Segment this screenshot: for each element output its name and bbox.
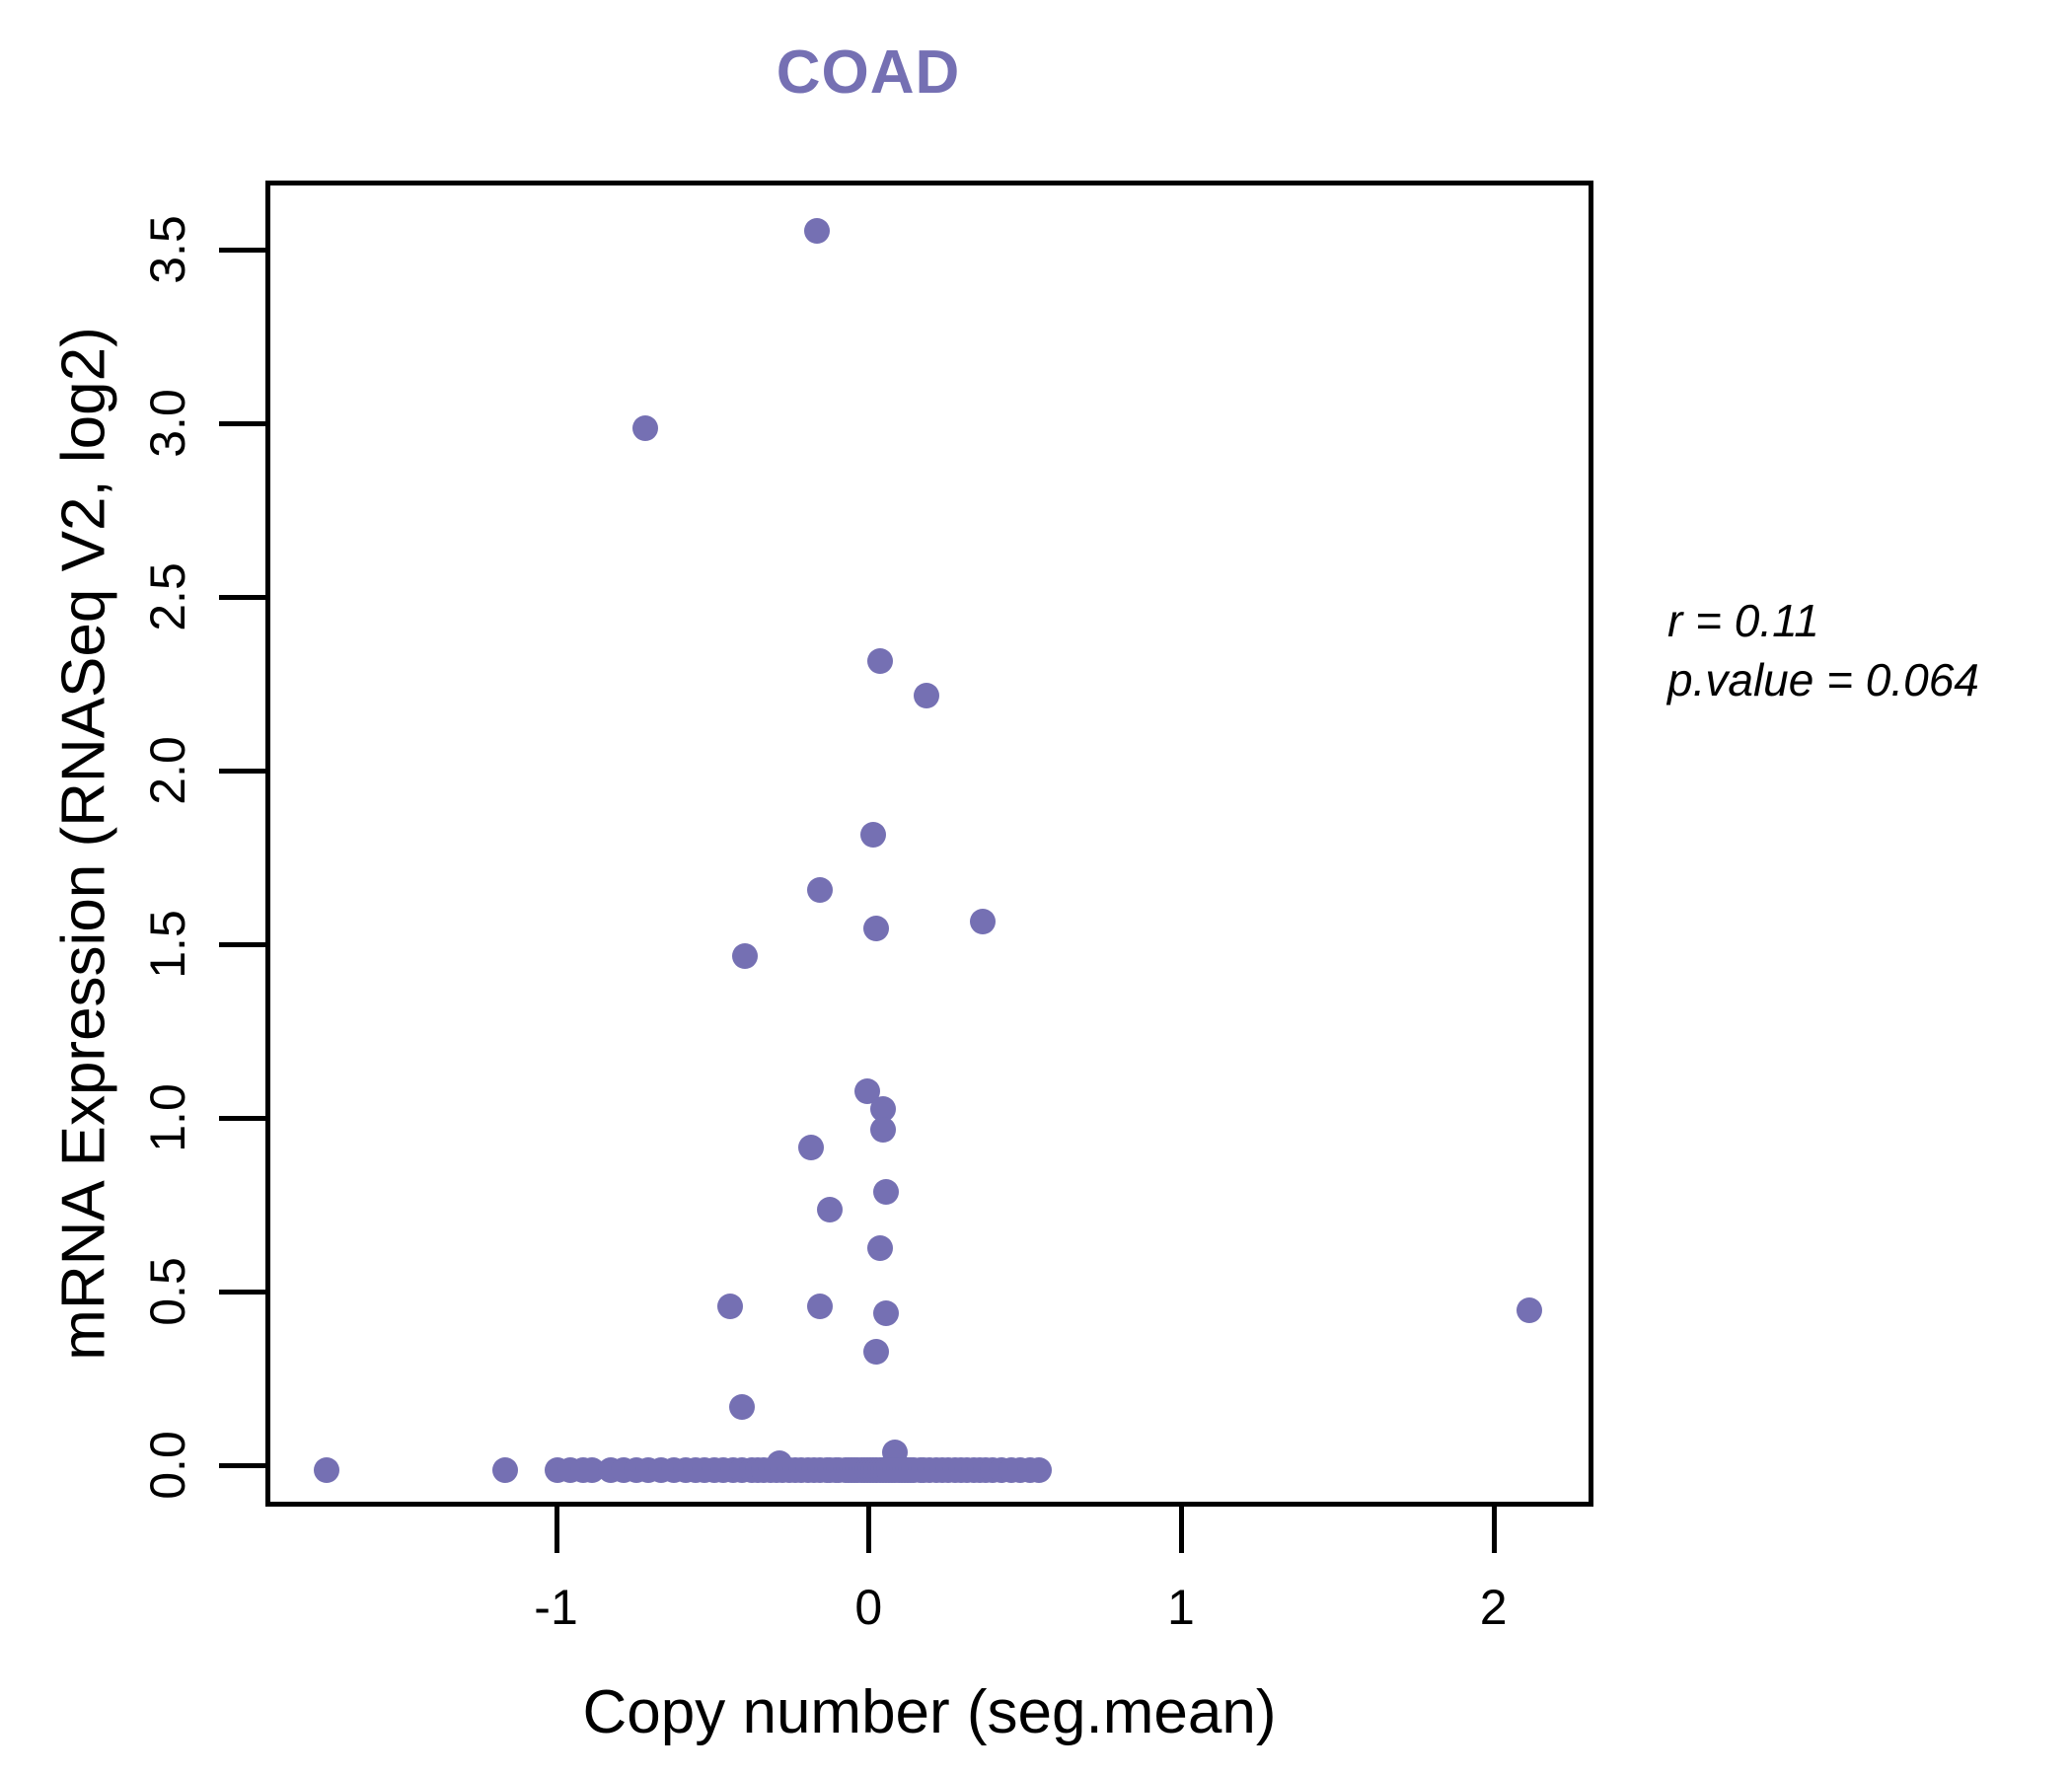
scatter-point bbox=[863, 1339, 890, 1366]
x-tick-mark bbox=[1178, 1507, 1184, 1553]
x-tick-mark bbox=[1491, 1507, 1497, 1553]
scatter-point bbox=[869, 1116, 896, 1143]
scatter-point bbox=[314, 1456, 339, 1483]
y-tick-label: 3.0 bbox=[140, 389, 195, 459]
y-axis-title-wrap: mRNA Expression (RNASeq V2, log2) bbox=[50, 0, 118, 1776]
scatter-point bbox=[872, 1179, 899, 1206]
scatter-point bbox=[716, 1294, 743, 1320]
y-tick-mark bbox=[219, 421, 265, 427]
scatter-point bbox=[1026, 1456, 1053, 1483]
y-tick-label: 0.5 bbox=[140, 1257, 195, 1326]
scatter-point bbox=[729, 1394, 756, 1421]
scatter-point bbox=[970, 908, 997, 934]
p-value-text: p.value = 0.064 bbox=[1667, 653, 1979, 705]
scatter-point bbox=[860, 821, 887, 848]
scatter-point bbox=[804, 217, 831, 244]
y-axis-title: mRNA Expression (RNASeq V2, log2) bbox=[49, 327, 118, 1361]
scatter-point bbox=[1517, 1296, 1543, 1323]
scatter-point bbox=[732, 943, 759, 970]
y-tick-label: 2.0 bbox=[140, 736, 195, 805]
y-tick-mark bbox=[219, 769, 265, 775]
x-axis-title: Copy number (seg.mean) bbox=[582, 1678, 1277, 1746]
x-tick-label: 0 bbox=[854, 1580, 883, 1635]
correlation-r-text: r = 0.11 bbox=[1667, 595, 1819, 646]
y-tick-mark bbox=[219, 1289, 265, 1295]
scatter-point bbox=[632, 415, 659, 442]
x-tick-label: 1 bbox=[1167, 1580, 1195, 1635]
y-tick-mark bbox=[219, 595, 265, 601]
scatter-point bbox=[914, 683, 940, 709]
y-tick-mark bbox=[219, 1115, 265, 1121]
scatter-point bbox=[797, 1134, 824, 1160]
y-tick-mark bbox=[219, 248, 265, 254]
plot-frame bbox=[265, 181, 1593, 1507]
scatter-point bbox=[866, 1234, 893, 1261]
scatter-point bbox=[807, 877, 834, 904]
stats-annotation: r = 0.11 p.value = 0.064 bbox=[1667, 592, 1979, 710]
y-tick-label: 0.0 bbox=[140, 1431, 195, 1500]
y-tick-mark bbox=[219, 1462, 265, 1468]
scatter-point bbox=[491, 1456, 518, 1483]
chart-title: COAD bbox=[776, 38, 961, 107]
x-tick-label: 2 bbox=[1479, 1580, 1508, 1635]
x-tick-mark bbox=[866, 1507, 872, 1553]
scatter-point bbox=[816, 1196, 843, 1222]
scatter-point bbox=[866, 648, 893, 674]
y-tick-label: 2.5 bbox=[140, 562, 195, 631]
scatter-point bbox=[807, 1294, 834, 1320]
scatter-point bbox=[872, 1300, 899, 1327]
scatter-plot-area bbox=[270, 185, 1589, 1502]
y-tick-label: 3.5 bbox=[140, 215, 195, 285]
scatter-point bbox=[863, 915, 890, 941]
y-tick-mark bbox=[219, 942, 265, 948]
x-tick-label: -1 bbox=[534, 1580, 578, 1635]
y-tick-label: 1.5 bbox=[140, 910, 195, 979]
y-tick-label: 1.0 bbox=[140, 1083, 195, 1152]
x-tick-mark bbox=[554, 1507, 559, 1553]
